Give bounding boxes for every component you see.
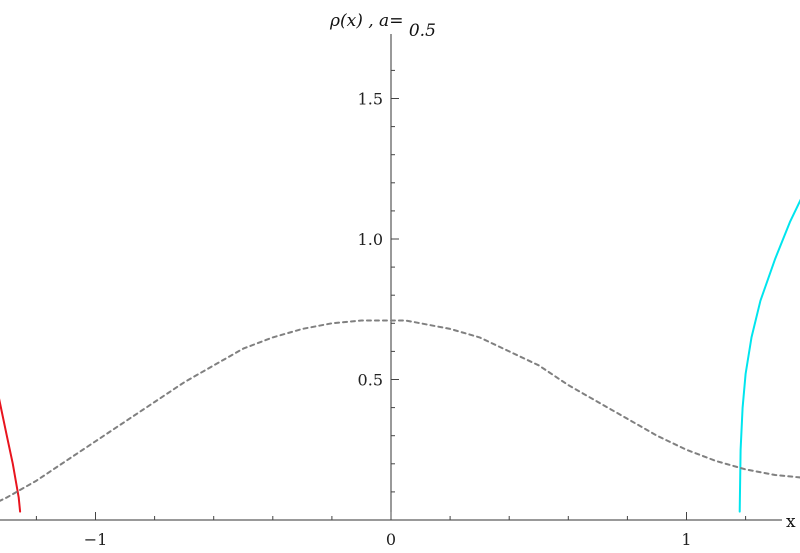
y-tick-label: 0.5 xyxy=(358,371,383,390)
chart-title-value: 0.5 xyxy=(409,21,436,41)
x-tick-label: 0 xyxy=(386,530,396,549)
labels: ρ(x) , a= 0.5 x xyxy=(329,11,796,532)
y-tick-label: 1.5 xyxy=(358,90,383,109)
x-tick-label: −1 xyxy=(84,530,108,549)
x-axis-label: x xyxy=(786,512,796,532)
chart-title-prefix: ρ(x) , a= xyxy=(329,11,403,31)
y-tick-label: 1.0 xyxy=(358,230,383,249)
series-line-2 xyxy=(738,198,800,513)
curves xyxy=(0,198,800,513)
x-tick-label: 1 xyxy=(681,530,691,549)
series-line-0 xyxy=(0,398,22,513)
chart-title: ρ(x) , a= 0.5 xyxy=(329,11,436,41)
axes: −2−10120.51.01.5 xyxy=(0,34,782,549)
series-line-4 xyxy=(0,319,800,502)
